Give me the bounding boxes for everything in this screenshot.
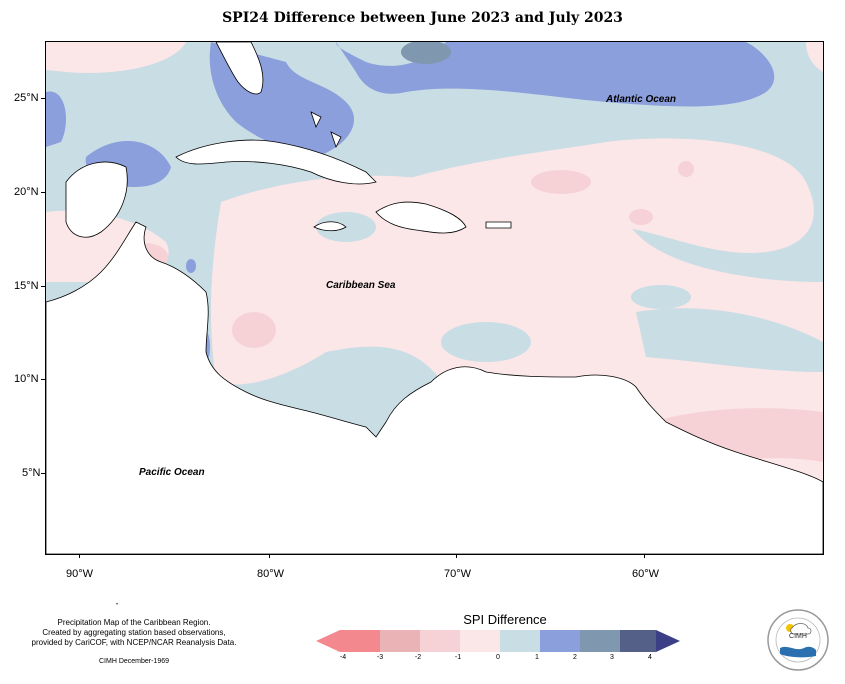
credits-line-2: Created by aggregating station based obs… [42, 628, 226, 637]
legend-tick: -3 [376, 654, 384, 661]
lat-tick [41, 98, 45, 99]
spi-blue-patch-honduras [186, 259, 196, 273]
legend-colorbar [316, 630, 680, 652]
legend-tick: 1 [535, 654, 539, 661]
spi-blue-patch-2 [441, 322, 531, 362]
legend-tick: 0 [496, 654, 500, 661]
legend-tick: -1 [454, 654, 462, 661]
lon-label-80w: 80°W [257, 568, 285, 580]
spi-dark-patch [401, 42, 451, 64]
puerto-rico-land [485, 221, 512, 229]
caribbean-sea-label: Caribbean Sea [326, 280, 396, 291]
legend-tick: 4 [648, 654, 652, 661]
lon-tick [79, 554, 80, 558]
lon-label-60w: 60°W [632, 568, 660, 580]
land-masses [46, 42, 823, 554]
credits-stamp: CIMH December-1969 [98, 658, 170, 665]
legend-bin [380, 630, 420, 652]
jamaica-land [313, 221, 347, 232]
lat-tick [41, 379, 45, 380]
cimh-logo-graphic [767, 609, 829, 671]
spi-blue-patch-3 [631, 285, 691, 309]
tiny-mark: • [116, 602, 119, 608]
spi-pink-patch-2 [531, 170, 591, 194]
bahamas-island [330, 131, 342, 149]
atlantic-ocean-label: Atlantic Ocean [606, 94, 677, 105]
credits-line-1: Precipitation Map of the Caribbean Regio… [57, 618, 211, 627]
spi-blue-zone-north [209, 42, 775, 157]
credits-block: Precipitation Map of the Caribbean Regio… [14, 618, 254, 667]
map-area [45, 41, 824, 555]
spi-pink-patch-1 [232, 312, 276, 348]
lat-tick [41, 473, 45, 474]
legend-tick: 2 [573, 654, 577, 661]
cuba-land [175, 139, 377, 185]
legend-tick: -2 [414, 654, 422, 661]
lat-label-5n: 5°N [22, 467, 41, 479]
legend-bin [580, 630, 620, 652]
spi-difference-map [46, 42, 823, 554]
florida-land [215, 42, 264, 95]
lat-label-15n: 15°N [14, 280, 39, 292]
lon-label-70w: 70°W [444, 568, 472, 580]
lat-label-25n: 25°N [14, 92, 39, 104]
lat-tick [41, 192, 45, 193]
spi-blue-patch-southeast [636, 308, 823, 372]
legend-bin [420, 630, 460, 652]
spi-pink-zone-right-edge [806, 42, 823, 72]
legend-bin [540, 630, 580, 652]
legend-tick: -4 [339, 654, 347, 661]
lat-label-20n: 20°N [14, 186, 39, 198]
lat-tick [41, 286, 45, 287]
spi-pink-patch-3 [629, 209, 653, 225]
cimh-logo-text: CIMH [789, 633, 807, 640]
legend-arrow-right [656, 630, 680, 652]
yucatan-land [65, 161, 128, 238]
spi-pink-zone-top [46, 42, 186, 73]
legend-arrow-left [316, 630, 340, 652]
central-america-land [46, 221, 823, 554]
cimh-logo: CIMH [766, 608, 830, 672]
bahamas-island [310, 111, 322, 129]
spi-blue-zone-northwest [46, 91, 66, 147]
lon-tick [269, 554, 270, 558]
legend-bin [340, 630, 380, 652]
lat-label-10n: 10°N [14, 373, 39, 385]
legend-tick: 3 [610, 654, 614, 661]
credits-line-3: provided by CariCOF, with NCEP/NCAR Rean… [31, 638, 237, 647]
pacific-ocean-label: Pacific Ocean [139, 467, 205, 478]
hispaniola-land [375, 201, 467, 234]
legend-title: SPI Difference [463, 612, 547, 627]
lon-tick [644, 554, 645, 558]
legend-bin [460, 630, 500, 652]
legend-bin [620, 630, 656, 652]
map-title: SPI24 Difference between June 2023 and J… [222, 10, 623, 26]
lon-label-90w: 90°W [66, 568, 94, 580]
spi-pink-patch-4 [678, 161, 694, 177]
spi-pink-zone-east [366, 138, 814, 253]
legend-bin [500, 630, 540, 652]
lon-tick [456, 554, 457, 558]
